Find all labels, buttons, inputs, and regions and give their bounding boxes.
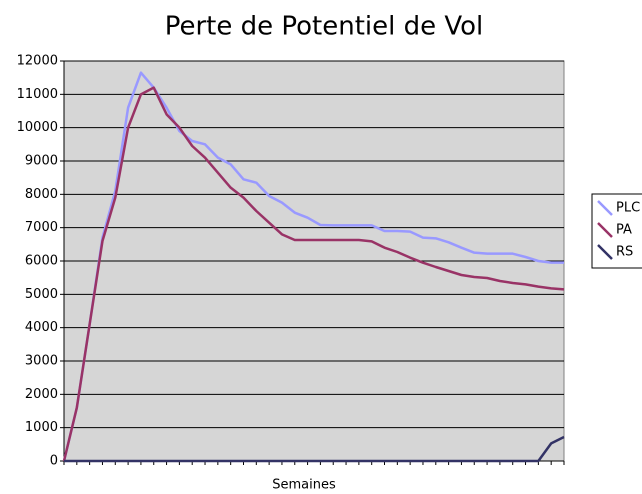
legend-swatch: [597, 244, 613, 260]
line-series: [64, 435, 565, 463]
chart-title: Perte de Potentiel de Vol: [165, 12, 484, 42]
legend-swatch: [597, 222, 613, 238]
y-tick-label: 0: [50, 454, 58, 469]
y-tick-label: 1000: [25, 420, 58, 435]
legend-label: PA: [616, 223, 632, 238]
y-tick-label: 7000: [25, 220, 58, 235]
legend-label: RS: [616, 245, 633, 260]
line-series: [62, 71, 564, 462]
y-tick-label: 6000: [25, 254, 58, 269]
y-tick-label: 9000: [25, 154, 58, 169]
line-series: [62, 86, 565, 462]
y-tick-label: 10000: [17, 120, 58, 135]
y-tick-label: 3000: [25, 354, 58, 369]
y-tick-label: 8000: [25, 187, 58, 202]
y-tick-label: 11000: [17, 87, 58, 102]
legend-swatch: [597, 200, 613, 216]
y-tick-label: 2000: [25, 387, 58, 402]
legend-label: PLC: [616, 201, 640, 216]
x-axis-label: Semaines: [272, 478, 336, 493]
y-tick-label: 4000: [25, 320, 58, 335]
legend-box: [591, 193, 642, 269]
y-tick-label: 5000: [25, 287, 58, 302]
y-tick-label: 12000: [17, 54, 58, 69]
